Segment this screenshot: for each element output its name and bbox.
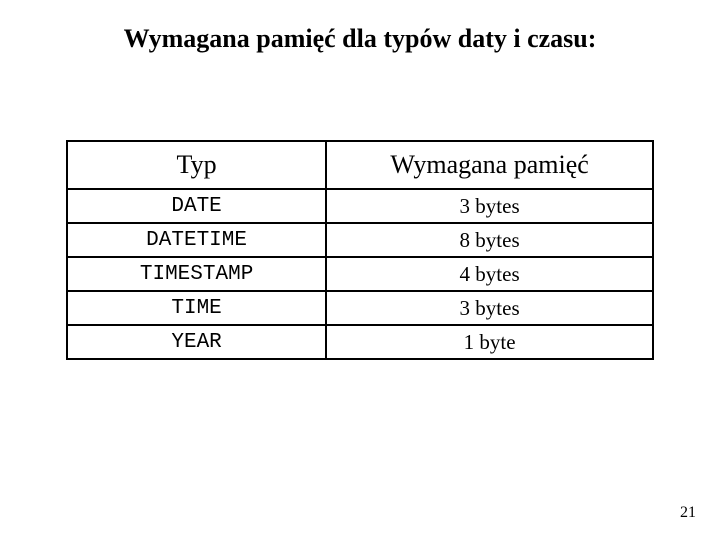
cell-memory: 8 bytes [326, 223, 653, 257]
table-row: TIME 3 bytes [67, 291, 653, 325]
table-row: DATE 3 bytes [67, 189, 653, 223]
table-row: DATETIME 8 bytes [67, 223, 653, 257]
col-header-memory: Wymagana pamięć [326, 141, 653, 189]
table-row: TIMESTAMP 4 bytes [67, 257, 653, 291]
col-header-type: Typ [67, 141, 326, 189]
cell-memory: 3 bytes [326, 291, 653, 325]
memory-table: Typ Wymagana pamięć DATE 3 bytes DATETIM… [66, 140, 654, 360]
cell-type: YEAR [67, 325, 326, 359]
cell-memory: 4 bytes [326, 257, 653, 291]
cell-memory: 1 byte [326, 325, 653, 359]
cell-type: TIME [67, 291, 326, 325]
cell-type: TIMESTAMP [67, 257, 326, 291]
page-title: Wymagana pamięć dla typów daty i czasu: [0, 24, 720, 54]
cell-memory: 3 bytes [326, 189, 653, 223]
cell-type: DATETIME [67, 223, 326, 257]
table-header-row: Typ Wymagana pamięć [67, 141, 653, 189]
cell-type: DATE [67, 189, 326, 223]
page-number: 21 [680, 504, 696, 522]
table-row: YEAR 1 byte [67, 325, 653, 359]
